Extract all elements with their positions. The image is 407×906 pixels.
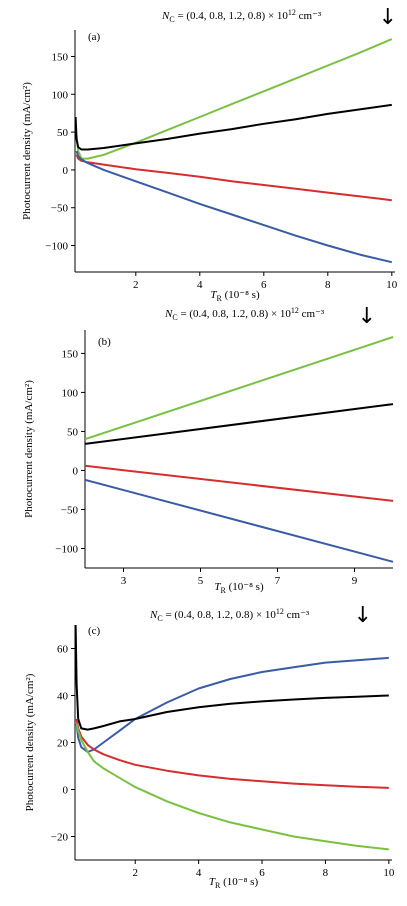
x-axis-label-sub: R [215,881,221,890]
y-tick-label: 0 [73,465,79,477]
x-tick-label: 9 [352,575,358,587]
panel-label: (a) [88,31,101,43]
annotation-sub: C [172,313,177,322]
series-line-1 [85,403,394,445]
series-line-2 [75,718,389,789]
series-line-3 [85,478,394,563]
x-tick-label: 4 [197,279,203,291]
annotation: NC = (0.4, 0.8, 1.2, 0.8) × 1012 cm⁻³ [164,306,325,322]
y-axis-label: Photocurrent density (mA/cm²) [23,380,35,518]
panel-1: −100 −50 0 50 100 150 3 5 7 9 (b) NC = (0.4, 0.8, 1… [23,304,394,595]
annotation-sup: 12 [291,306,299,315]
series-line-0 [85,336,394,441]
y-tick-label: −100 [55,543,78,555]
y-tick-label: 100 [62,387,79,399]
x-tick-label: 2 [133,279,139,291]
x-tick-label: 5 [198,575,204,587]
annotation-unit: cm⁻³ [296,10,322,22]
series-line-0 [75,656,389,753]
y-tick-label: 150 [52,51,69,63]
annotation-text: = (0.4, 0.8, 1.2, 0.8) × 10 [163,609,277,621]
y-tick-label: 50 [57,127,69,139]
annotation-sup: 12 [288,8,296,17]
annotation-unit: cm⁻³ [299,308,325,320]
series-line-2 [85,464,394,502]
y-tick-label: 0 [63,785,69,797]
x-axis-label-sub: R [221,586,227,595]
y-tick-label: 50 [67,426,79,438]
x-tick-label: 8 [323,867,329,879]
panel-2: −20 0 20 40 60 2 4 6 8 10 (c) NC = (0.4, 0.8, 1.2, … [24,603,395,890]
x-tick-label: 2 [132,867,138,879]
x-tick-label: 10 [383,867,395,879]
x-tick-label: 7 [275,575,281,587]
annotation-symbol: N [161,10,170,22]
series-line-1 [75,103,392,151]
x-axis-label: TR (10⁻⁸ s) [210,289,260,303]
x-axis-label-symbol: T [209,876,216,888]
y-tick-label: −100 [45,241,68,253]
y-tick-label: 60 [57,644,69,656]
arrow-down-icon: ↓ [379,5,397,30]
x-tick-label: 6 [261,279,267,291]
x-tick-label: 4 [196,867,202,879]
series-line-1 [75,624,389,731]
x-axis-label-rest: (10⁻⁸ s) [226,581,264,593]
series-line-0 [75,38,393,160]
panel-0: −100 −50 0 50 100 150 2 4 6 8 10 (a) NC = (0.4, 0.8,… [21,5,398,303]
y-tick-label: 40 [57,691,69,703]
annotation-unit: cm⁻³ [284,609,310,621]
x-axis-label: TR (10⁻⁸ s) [209,876,259,890]
x-tick-label: 8 [325,279,331,291]
x-tick-label: 3 [121,575,127,587]
y-tick-label: 20 [57,738,69,750]
annotation-text: = (0.4, 0.8, 1.2, 0.8) × 10 [178,308,292,320]
x-axis-label: TR (10⁻⁸ s) [214,581,264,595]
x-tick-label: 6 [259,867,265,879]
x-axis-label-symbol: T [214,581,221,593]
series-line-3 [75,150,393,264]
annotation-sub: C [169,15,174,24]
annotation-text: = (0.4, 0.8, 1.2, 0.8) × 10 [175,10,289,22]
y-tick-label: 150 [62,348,79,360]
y-axis-label: Photocurrent density (mA/cm²) [21,82,33,220]
x-tick-label: 10 [386,279,398,291]
y-axis-label: Photocurrent density (mA/cm²) [24,673,36,811]
y-tick-label: −20 [51,832,69,844]
arrow-down-icon: ↓ [354,603,372,628]
y-tick-label: −50 [61,504,79,516]
arrow-down-icon: ↓ [358,304,376,329]
annotation-sup: 12 [276,607,284,616]
annotation: NC = (0.4, 0.8, 1.2, 0.8) × 1012 cm⁻³ [161,8,322,24]
annotation: NC = (0.4, 0.8, 1.2, 0.8) × 1012 cm⁻³ [149,607,310,623]
annotation-symbol: N [164,308,173,320]
annotation-symbol: N [149,609,158,621]
panel-label: (b) [98,336,111,348]
y-tick-label: 0 [63,165,69,177]
y-tick-label: 100 [52,89,69,101]
series-line-3 [75,723,389,851]
x-axis-label-rest: (10⁻⁸ s) [220,876,258,888]
annotation-sub: C [157,614,162,623]
x-axis-label-symbol: T [210,289,217,301]
panel-label: (c) [88,625,101,637]
y-tick-label: −50 [51,203,69,215]
x-axis-label-rest: (10⁻⁸ s) [222,289,260,301]
x-axis-label-sub: R [217,294,223,303]
